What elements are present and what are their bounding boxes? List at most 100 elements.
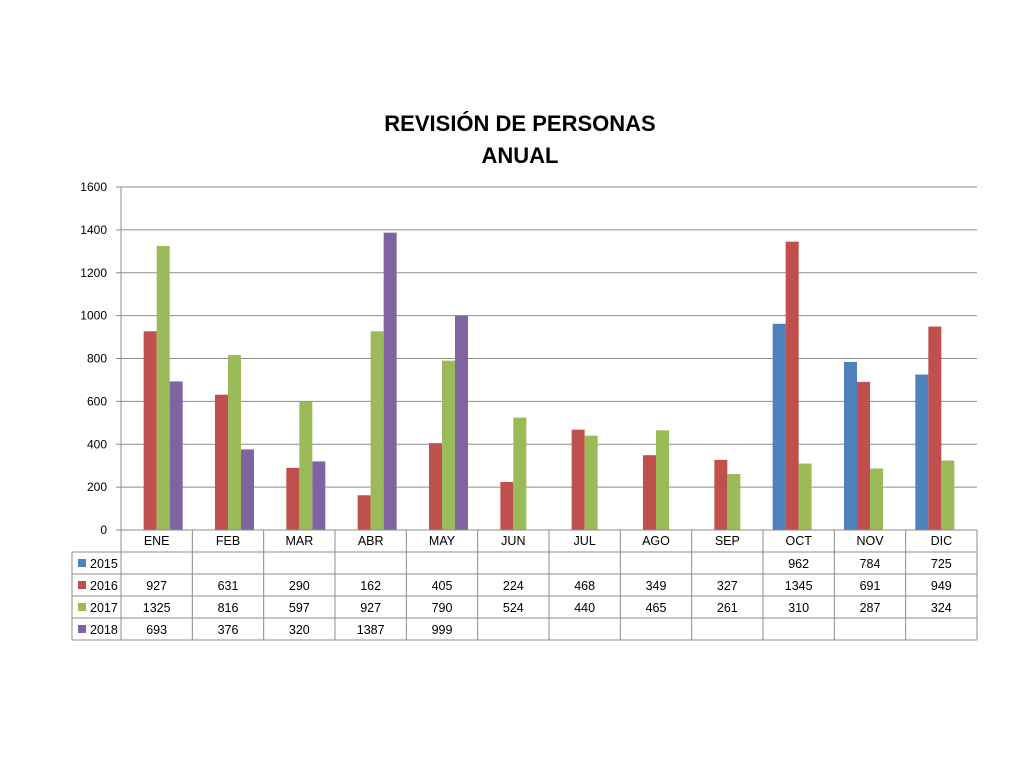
bar-2016-sep bbox=[714, 459, 728, 530]
bar-2016-feb bbox=[215, 394, 228, 530]
y-tick-label: 1000 bbox=[80, 309, 107, 323]
data-label: 949 bbox=[931, 579, 952, 593]
x-category-label: SEP bbox=[715, 534, 740, 548]
x-category-label: NOV bbox=[856, 534, 884, 548]
bars bbox=[143, 232, 955, 531]
x-category-label: ENE bbox=[144, 534, 170, 548]
bar-2018-feb bbox=[241, 449, 254, 530]
data-label: 440 bbox=[574, 601, 595, 615]
data-label: 320 bbox=[289, 623, 310, 637]
legend-key-2017 bbox=[78, 603, 86, 611]
bar-2017-mar bbox=[299, 402, 313, 530]
bar-2017-abr bbox=[370, 331, 384, 530]
legend-label: 2017 bbox=[90, 601, 118, 615]
data-label: 631 bbox=[218, 579, 239, 593]
y-tick-label: 0 bbox=[100, 523, 107, 537]
x-category-label: JUN bbox=[501, 534, 525, 548]
data-label: 468 bbox=[574, 579, 595, 593]
bar-2017-may bbox=[442, 360, 455, 530]
y-tick-label: 400 bbox=[87, 437, 107, 451]
data-label: 790 bbox=[432, 601, 453, 615]
data-label: 693 bbox=[146, 623, 167, 637]
y-axis: 0 200 400 600 800 1000 1200 1400 1600 bbox=[80, 180, 122, 537]
y-tick-label: 600 bbox=[87, 394, 107, 408]
bar-2017-jun bbox=[513, 417, 527, 530]
bar-2017-feb bbox=[228, 355, 241, 530]
data-label: 524 bbox=[503, 601, 524, 615]
data-label: 1345 bbox=[785, 579, 813, 593]
data-label: 324 bbox=[931, 601, 952, 615]
data-label: 465 bbox=[646, 601, 667, 615]
y-tick-label: 800 bbox=[87, 352, 107, 366]
data-label: 349 bbox=[646, 579, 667, 593]
y-tick-label: 1200 bbox=[80, 266, 107, 280]
x-category-label: DIC bbox=[931, 534, 953, 548]
bar-2017-ago bbox=[656, 430, 669, 530]
legend-label: 2015 bbox=[90, 557, 118, 571]
data-label: 999 bbox=[432, 623, 453, 637]
data-label: 290 bbox=[289, 579, 310, 593]
gridlines bbox=[121, 186, 977, 531]
bar-2016-oct bbox=[785, 241, 799, 530]
x-category-label: JUL bbox=[574, 534, 596, 548]
bar-2017-ene bbox=[156, 245, 170, 530]
bar-2018-may bbox=[455, 315, 468, 530]
data-label: 327 bbox=[717, 579, 738, 593]
legend-label: 2018 bbox=[90, 623, 118, 637]
data-label: 310 bbox=[788, 601, 809, 615]
data-label: 224 bbox=[503, 579, 524, 593]
data-label: 927 bbox=[360, 601, 381, 615]
data-label: 691 bbox=[860, 579, 881, 593]
bar-2016-jun bbox=[500, 481, 514, 530]
bar-2016-ago bbox=[643, 455, 656, 530]
y-tick-label: 200 bbox=[87, 480, 107, 494]
data-label: 287 bbox=[860, 601, 881, 615]
x-category-label: FEB bbox=[216, 534, 240, 548]
bar-2018-mar bbox=[312, 461, 326, 530]
data-label: 1387 bbox=[357, 623, 385, 637]
bar-2016-abr bbox=[357, 495, 371, 530]
y-tick-label: 1400 bbox=[80, 223, 107, 237]
bar-2016-jul bbox=[571, 429, 585, 530]
data-label: 962 bbox=[788, 557, 809, 571]
chart-title: REVISIÓN DE PERSONAS ANUAL bbox=[0, 108, 1024, 172]
chart-title-line-1: REVISIÓN DE PERSONAS bbox=[384, 111, 656, 136]
legend-key-2015 bbox=[78, 559, 86, 567]
bar-2017-dic bbox=[941, 460, 955, 530]
bar-2016-dic bbox=[928, 326, 942, 530]
bar-2016-mar bbox=[286, 467, 300, 530]
x-category-label: AGO bbox=[642, 534, 670, 548]
bar-2016-nov bbox=[857, 381, 870, 530]
data-label: 725 bbox=[931, 557, 952, 571]
x-category-label: ABR bbox=[358, 534, 384, 548]
bar-2018-abr bbox=[383, 232, 397, 531]
chart-title-line-2: ANUAL bbox=[481, 143, 559, 168]
bar-2015-dic bbox=[915, 374, 929, 530]
data-label: 784 bbox=[860, 557, 881, 571]
legend-label: 2016 bbox=[90, 579, 118, 593]
legend-key-2018 bbox=[78, 625, 86, 633]
data-label: 816 bbox=[218, 601, 239, 615]
bar-2017-oct bbox=[798, 463, 812, 530]
bar-2017-nov bbox=[870, 468, 883, 530]
bar-2017-jul bbox=[584, 435, 598, 530]
bar-2015-nov bbox=[844, 361, 857, 530]
data-label: 405 bbox=[432, 579, 453, 593]
data-label: 261 bbox=[717, 601, 738, 615]
data-table: ENE FEB MAR ABR MAY JUN JUL AGO SEP OCT NOV DIC 2015… bbox=[71, 529, 978, 641]
bar-2015-oct bbox=[772, 323, 786, 530]
data-label: 1325 bbox=[143, 601, 171, 615]
x-category-label: MAR bbox=[285, 534, 313, 548]
bar-2018-ene bbox=[169, 381, 183, 530]
x-category-label: MAY bbox=[429, 534, 456, 548]
data-label: 597 bbox=[289, 601, 310, 615]
y-tick-label: 1600 bbox=[80, 180, 107, 194]
bar-2017-sep bbox=[727, 474, 741, 530]
data-label: 927 bbox=[146, 579, 167, 593]
x-category-label: OCT bbox=[785, 534, 812, 548]
data-label: 376 bbox=[218, 623, 239, 637]
legend-key-2016 bbox=[78, 581, 86, 589]
bar-2016-may bbox=[429, 443, 442, 530]
data-label: 162 bbox=[360, 579, 381, 593]
